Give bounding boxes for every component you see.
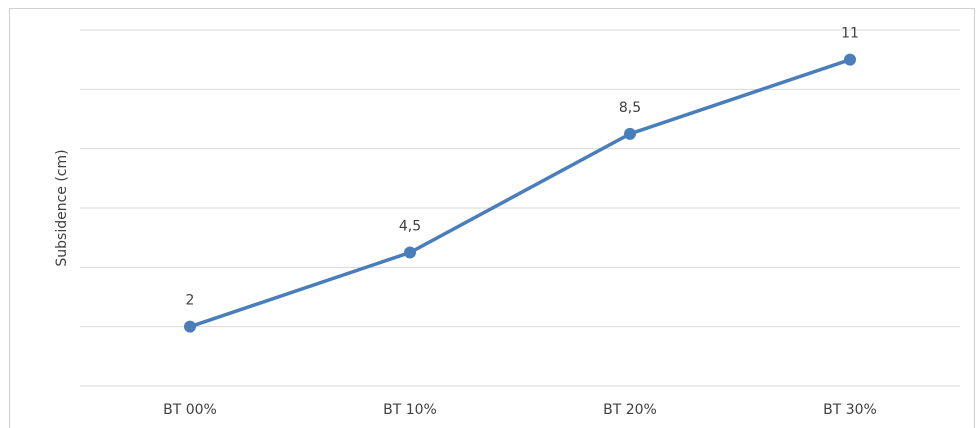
- series-line: [189, 58, 851, 329]
- x-tick-label: BT 30%: [823, 402, 877, 418]
- data-point: [844, 53, 856, 66]
- data-point: [184, 320, 196, 333]
- x-tick-label: BT 10%: [383, 402, 437, 418]
- data-point: [404, 246, 416, 259]
- y-axis-label: Subsidence (cm): [54, 149, 70, 266]
- x-tick-label: BT 00%: [163, 402, 217, 418]
- data-label: 8,5: [619, 100, 641, 116]
- data-label: 11: [841, 26, 859, 42]
- chart-border: [9, 8, 975, 428]
- data-label: 4,5: [399, 219, 421, 235]
- data-label: 2: [186, 293, 195, 309]
- x-tick-label: BT 20%: [603, 402, 657, 418]
- data-point: [624, 127, 636, 140]
